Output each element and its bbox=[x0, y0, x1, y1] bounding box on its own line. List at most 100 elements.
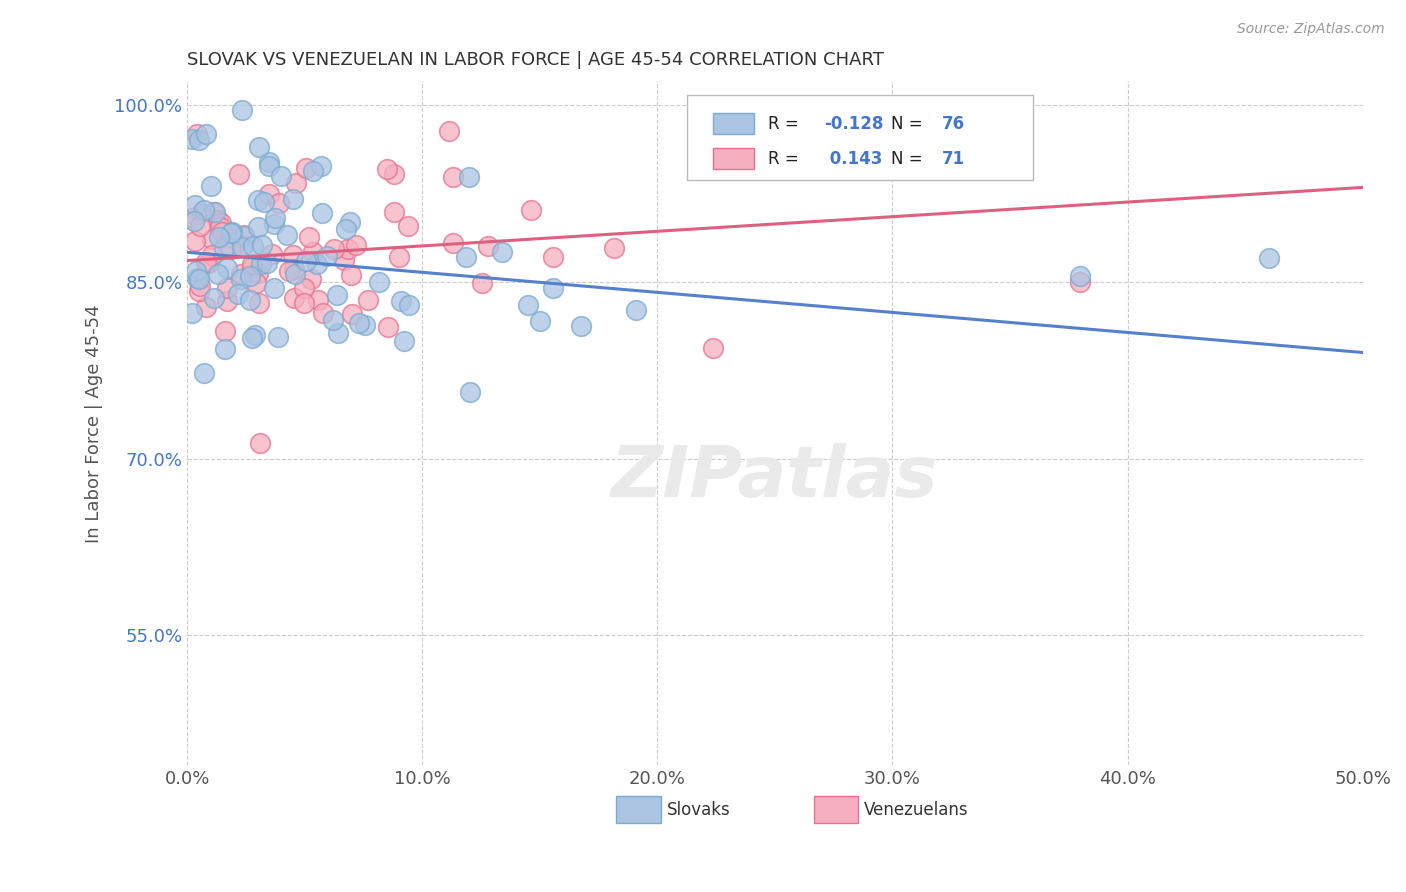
Text: 71: 71 bbox=[942, 150, 965, 168]
Point bbox=[392, 334, 415, 348]
Point bbox=[208, 219, 231, 234]
Point bbox=[181, 305, 204, 319]
Point bbox=[340, 268, 363, 282]
Y-axis label: In Labor Force | Age 45-54: In Labor Force | Age 45-54 bbox=[86, 304, 103, 542]
Point bbox=[193, 366, 215, 380]
Point bbox=[278, 264, 301, 278]
Point bbox=[243, 328, 266, 343]
Point bbox=[1069, 275, 1091, 289]
Point bbox=[283, 291, 305, 305]
Point bbox=[187, 284, 209, 298]
Point bbox=[256, 255, 278, 269]
Point bbox=[184, 234, 207, 248]
Point bbox=[382, 204, 405, 219]
Point bbox=[702, 341, 724, 355]
Point bbox=[340, 307, 363, 321]
Point bbox=[1069, 268, 1091, 283]
Point bbox=[202, 291, 225, 305]
Point bbox=[247, 296, 270, 310]
FancyBboxPatch shape bbox=[713, 113, 754, 134]
Point bbox=[357, 293, 380, 307]
Point bbox=[201, 247, 224, 261]
Point bbox=[298, 229, 321, 244]
Point bbox=[349, 316, 371, 330]
Point bbox=[190, 206, 212, 220]
Point bbox=[344, 238, 367, 252]
Point bbox=[541, 250, 564, 264]
Text: N =: N = bbox=[891, 115, 928, 133]
Text: 76: 76 bbox=[942, 115, 965, 133]
Point bbox=[195, 128, 218, 142]
Point bbox=[284, 267, 307, 281]
Point bbox=[193, 203, 215, 218]
Point bbox=[569, 318, 592, 333]
Point bbox=[263, 211, 285, 226]
FancyBboxPatch shape bbox=[616, 796, 661, 823]
Point bbox=[517, 298, 540, 312]
Point bbox=[183, 214, 205, 228]
Point bbox=[212, 241, 235, 255]
Point bbox=[322, 242, 344, 256]
Text: R =: R = bbox=[768, 115, 804, 133]
Point bbox=[242, 239, 264, 253]
Point bbox=[214, 324, 236, 338]
Point bbox=[270, 169, 292, 183]
Point bbox=[184, 198, 207, 212]
Point bbox=[302, 244, 325, 259]
Point bbox=[240, 257, 263, 271]
Point bbox=[249, 140, 271, 154]
Text: ZIPatlas: ZIPatlas bbox=[612, 443, 939, 512]
Point bbox=[1257, 251, 1279, 265]
Point bbox=[307, 293, 329, 307]
Point bbox=[263, 280, 285, 294]
Point bbox=[283, 262, 305, 277]
Point bbox=[197, 256, 219, 270]
Text: Slovaks: Slovaks bbox=[666, 800, 731, 819]
Point bbox=[228, 167, 250, 181]
Point bbox=[188, 279, 211, 293]
Point bbox=[295, 161, 318, 175]
Point bbox=[276, 228, 298, 243]
Point bbox=[267, 329, 290, 343]
Point bbox=[208, 229, 231, 244]
Point bbox=[228, 286, 250, 301]
Point bbox=[186, 271, 208, 285]
Point bbox=[375, 161, 398, 176]
Point bbox=[188, 133, 211, 147]
Point bbox=[441, 236, 464, 251]
Point bbox=[312, 305, 335, 319]
Point bbox=[377, 320, 399, 334]
Point bbox=[229, 272, 252, 286]
Point bbox=[299, 272, 322, 286]
Point bbox=[246, 267, 269, 281]
Point bbox=[335, 222, 357, 236]
FancyBboxPatch shape bbox=[814, 796, 858, 823]
Text: -0.128: -0.128 bbox=[824, 115, 883, 133]
Point bbox=[307, 257, 329, 271]
Point bbox=[325, 287, 347, 301]
Text: SLOVAK VS VENEZUELAN IN LABOR FORCE | AGE 45-54 CORRELATION CHART: SLOVAK VS VENEZUELAN IN LABOR FORCE | AG… bbox=[187, 51, 884, 69]
Text: N =: N = bbox=[891, 150, 928, 168]
Point bbox=[204, 205, 226, 219]
Point bbox=[285, 176, 308, 190]
Point bbox=[302, 163, 325, 178]
Point bbox=[207, 212, 229, 227]
FancyBboxPatch shape bbox=[686, 95, 1033, 180]
Point bbox=[188, 219, 211, 233]
Point bbox=[219, 226, 242, 240]
Point bbox=[219, 242, 242, 256]
Point bbox=[471, 276, 494, 290]
Point bbox=[441, 169, 464, 184]
Point bbox=[292, 281, 315, 295]
Point bbox=[211, 225, 233, 239]
Point bbox=[292, 296, 315, 310]
Point bbox=[398, 298, 420, 312]
Point bbox=[269, 195, 291, 210]
Point bbox=[240, 260, 263, 274]
Point bbox=[240, 331, 263, 345]
Point bbox=[231, 268, 253, 282]
Point bbox=[257, 187, 280, 202]
Text: Venezuelans: Venezuelans bbox=[865, 800, 969, 819]
Text: R =: R = bbox=[768, 150, 804, 168]
Point bbox=[257, 159, 280, 173]
